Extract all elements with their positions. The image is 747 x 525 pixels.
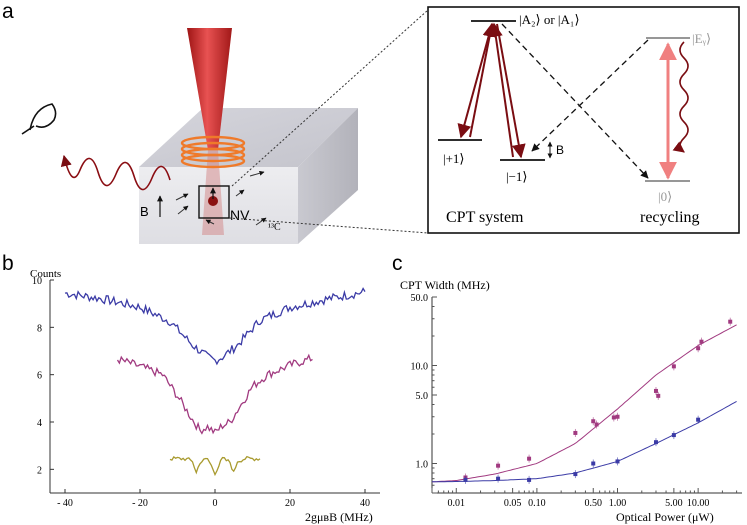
chart-c-y-tick-label: 5.0 (416, 391, 429, 402)
chart-c-data-point (591, 419, 596, 424)
chart-c-data-point (611, 415, 616, 420)
chart-c-data-point (653, 440, 658, 445)
ey-state-label: |Eᵧ⟩ (692, 31, 711, 47)
wavy-decay-arrow (672, 41, 689, 153)
zoom-line-bottom (228, 217, 429, 234)
chart-c-y-label: CPT Width (MHz) (400, 278, 490, 292)
chart-c-data-point (573, 472, 578, 477)
chart-c-x-label: Optical Power (μW) (616, 510, 714, 524)
chart-c-data-point (496, 476, 501, 481)
chart-b-series-line (64, 287, 366, 366)
diamond-front-face (139, 167, 298, 244)
inset-frame (427, 6, 740, 234)
chart-c-data-point (615, 459, 620, 464)
zero-state-label: |0⟩ (658, 189, 672, 204)
chart-c-x-tick-label: 10.00 (687, 498, 710, 509)
nv-label: NV (230, 207, 250, 223)
level-diagram-inset: B |A₂⟩ or |A₁⟩ |Eᵧ⟩ |+1⟩ |−1⟩ |0⟩ CPT sy… (427, 6, 740, 234)
chart-c-x-tick-label: 0.05 (504, 498, 522, 509)
chart-c-data-point (591, 461, 596, 466)
chart-c-data-point (671, 364, 676, 369)
chart-b-x-tick-label: 20 (285, 498, 295, 509)
cpt-system-label: CPT system (446, 209, 524, 226)
chart-b-y-tick-label: 2 (37, 465, 42, 476)
chart-b-cpt-dips: 2 4 6 8 10 - 40 - 20 0 20 40 Counts 2gμʙB (MHz) (30, 268, 380, 524)
excited-state-label: |A₂⟩ or |A₁⟩ (519, 12, 580, 27)
recycling-label: recycling (640, 209, 700, 226)
chart-b-y-tick-label: 4 (37, 418, 42, 429)
chart-c-y-tick-label: 50.0 (411, 293, 429, 304)
chart-c-data-point (696, 417, 701, 422)
chart-c-data-point (463, 477, 468, 482)
chart-c-width-vs-power: 1.0 5.0 10.0 50.0 0.01 0.05 0.10 0.50 1.00 5.00 10… (400, 278, 742, 524)
chart-c-data-point (699, 339, 704, 344)
lambda-transitions (457, 22, 526, 159)
chart-c-data-point (615, 414, 620, 419)
chart-c-x-tick-label: 5.00 (665, 498, 683, 509)
nv-center-dot (208, 196, 218, 206)
detector-icon (29, 103, 57, 131)
panel-label-b: b (2, 252, 14, 275)
chart-c-x-tick-label: 0.01 (448, 498, 466, 509)
chart-c-data-point (594, 422, 599, 427)
carbon-spins (175, 170, 267, 226)
chart-c-data-point (527, 477, 532, 482)
chart-c-data-point (527, 456, 532, 461)
chart-b-y-tick-label: 8 (37, 323, 42, 334)
chart-b-series-line (169, 455, 261, 477)
diamond-side-face (298, 108, 358, 244)
inset-b-label: B (556, 143, 564, 157)
chart-c-data-point (696, 346, 701, 351)
chart-b-y-tick-label: 6 (37, 371, 42, 382)
chart-c-x-tick-label: 0.10 (528, 498, 546, 509)
chart-c-y-tick-label: 10.0 (411, 361, 429, 372)
chart-c-y-tick-label: 1.0 (416, 459, 429, 470)
chart-c-data-point (653, 388, 658, 393)
field-label: B (140, 204, 149, 219)
chart-c-data-point (496, 463, 501, 468)
chart-b-x-tick-label: 0 (213, 498, 218, 509)
chart-b-x-tick-label: - 40 (57, 498, 73, 509)
decay-arrows (501, 23, 649, 179)
chart-c-fit-line (432, 400, 737, 483)
chart-b-x-label: 2gμʙB (MHz) (305, 510, 373, 524)
objective-rings (180, 135, 246, 169)
plus1-state-label: |+1⟩ (443, 151, 465, 166)
chart-c-data-point (671, 433, 676, 438)
panel-label-c: c (392, 252, 403, 275)
diamond-schematic: NV ¹³C B (21, 9, 429, 244)
nv-box (198, 185, 230, 219)
chart-b-x-tick-label: - 20 (132, 498, 148, 509)
minus1-state-label: |−1⟩ (506, 169, 528, 184)
carbon-13-label: ¹³C (268, 222, 281, 233)
chart-b-x-tick-label: 40 (360, 498, 370, 509)
diamond-top-face (139, 108, 358, 167)
panel-label-a: a (2, 0, 14, 23)
chart-c-x-tick-label: 0.50 (584, 498, 602, 509)
chart-b-y-tick-label: 10 (32, 276, 42, 287)
chart-c-data-point (728, 319, 733, 324)
chart-c-fit-line (431, 324, 737, 483)
chart-b-series-line (116, 353, 313, 435)
chart-c-data-point (573, 430, 578, 435)
emitted-photon-wave (60, 154, 171, 191)
chart-c-x-tick-label: 1.00 (609, 498, 627, 509)
laser-beam (187, 28, 232, 150)
chart-c-data-point (656, 393, 661, 398)
chart-b-y-label: Counts (30, 268, 61, 280)
